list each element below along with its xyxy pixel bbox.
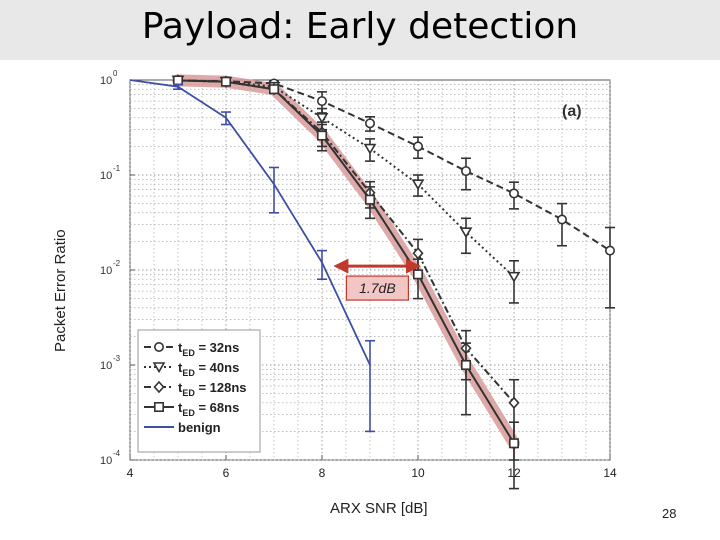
callout-text: 1.7dB bbox=[359, 280, 396, 296]
y-tick-exponent: -3 bbox=[113, 354, 121, 363]
marker-triangle bbox=[363, 143, 377, 155]
x-axis-label: ARX SNR [dB] bbox=[330, 500, 428, 517]
marker-square bbox=[412, 269, 423, 280]
panel-label: (a) bbox=[562, 103, 582, 120]
y-tick-exponent: -1 bbox=[113, 164, 121, 173]
legend-entry: tED = 128ns bbox=[144, 380, 247, 398]
marker-square bbox=[316, 130, 327, 141]
legend-label: tED = 128ns bbox=[178, 380, 247, 398]
page-number: 28 bbox=[662, 506, 677, 521]
y-axis-label: Packet Error Ratio bbox=[52, 229, 69, 352]
legend-entry: benign bbox=[144, 420, 221, 435]
legend-subscript: ED bbox=[182, 408, 195, 418]
y-tick-label: 10 bbox=[100, 170, 112, 182]
marker-square bbox=[221, 76, 232, 87]
marker-circle bbox=[154, 341, 165, 352]
series-0 bbox=[173, 75, 615, 309]
series-4 bbox=[129, 79, 375, 433]
marker-circle bbox=[556, 214, 567, 225]
legend-entry: tED = 68ns bbox=[144, 400, 239, 418]
marker-circle bbox=[604, 245, 615, 256]
marker-circle bbox=[412, 141, 423, 152]
x-tick-label: 14 bbox=[603, 466, 617, 480]
series-line bbox=[177, 79, 515, 444]
series-line bbox=[129, 79, 371, 366]
x-tick-label: 6 bbox=[223, 466, 230, 480]
legend-subscript: ED bbox=[182, 388, 195, 398]
y-tick-exponent: -4 bbox=[113, 449, 121, 458]
marker-triangle bbox=[315, 113, 329, 124]
marker-square bbox=[154, 401, 165, 412]
series-line bbox=[177, 79, 611, 252]
marker-triangle bbox=[507, 271, 521, 283]
marker-diamond bbox=[153, 380, 165, 394]
x-tick-label: 10 bbox=[411, 466, 425, 480]
marker-square bbox=[173, 75, 184, 86]
marker-circle bbox=[460, 166, 471, 177]
callout-box bbox=[345, 275, 409, 301]
y-tick-exponent: 0 bbox=[113, 69, 118, 78]
slide-title: Payload: Early detection bbox=[141, 6, 579, 47]
y-tick-label: 10 bbox=[100, 75, 112, 87]
y-tick-exponent: -2 bbox=[113, 259, 121, 268]
series-group bbox=[129, 74, 615, 490]
legend-suffix: = 32ns bbox=[195, 340, 239, 355]
legend-subscript: ED bbox=[182, 368, 195, 378]
marker-square bbox=[508, 438, 519, 449]
x-tick-label: 4 bbox=[127, 466, 134, 480]
marker-square bbox=[460, 359, 471, 370]
title-bar bbox=[0, 0, 720, 60]
y-tick-label: 10 bbox=[100, 455, 112, 467]
marker-triangle bbox=[411, 179, 425, 191]
legend-suffix: = 128ns bbox=[195, 380, 247, 395]
y-tick-label: 10 bbox=[100, 360, 112, 372]
marker-diamond bbox=[508, 396, 520, 410]
marker-diamond bbox=[412, 247, 424, 260]
annotation-group: 1.7dB bbox=[333, 258, 421, 301]
legend-suffix: = 68ns bbox=[195, 400, 239, 415]
marker-circle bbox=[364, 118, 375, 129]
marker-square bbox=[364, 194, 375, 205]
marker-triangle bbox=[459, 227, 473, 239]
y-tick-label: 10 bbox=[100, 265, 112, 277]
legend-label: benign bbox=[178, 420, 221, 435]
legend-suffix: = 40ns bbox=[195, 360, 239, 375]
legend-subscript: ED bbox=[182, 348, 195, 358]
marker-circle bbox=[508, 188, 519, 199]
marker-triangle bbox=[152, 362, 166, 374]
x-tick-label: 8 bbox=[319, 466, 326, 480]
marker-circle bbox=[316, 96, 327, 107]
marker-square bbox=[268, 84, 279, 95]
